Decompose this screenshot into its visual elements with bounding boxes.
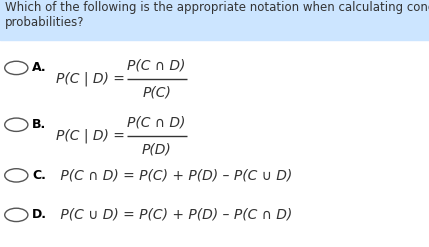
Text: P(D): P(D)	[142, 143, 172, 156]
FancyBboxPatch shape	[0, 0, 429, 40]
Text: P(C ∩ D): P(C ∩ D)	[127, 115, 186, 129]
Text: P(C ∩ D): P(C ∩ D)	[127, 59, 186, 72]
Text: P(C | D) =: P(C | D) =	[56, 129, 129, 143]
Text: D.: D.	[32, 208, 47, 221]
Text: A.: A.	[32, 62, 47, 74]
Text: P(C ∪ D) = P(C) + P(D) – P(C ∩ D): P(C ∪ D) = P(C) + P(D) – P(C ∩ D)	[56, 208, 292, 222]
Text: P(C | D) =: P(C | D) =	[56, 72, 129, 86]
Text: B.: B.	[32, 118, 46, 131]
Text: P(C ∩ D) = P(C) + P(D) – P(C ∪ D): P(C ∩ D) = P(C) + P(D) – P(C ∪ D)	[56, 168, 292, 182]
Text: P(C): P(C)	[142, 86, 171, 100]
Text: Which of the following is the appropriate notation when calculating conditional
: Which of the following is the appropriat…	[5, 1, 429, 29]
Text: C.: C.	[32, 169, 46, 182]
